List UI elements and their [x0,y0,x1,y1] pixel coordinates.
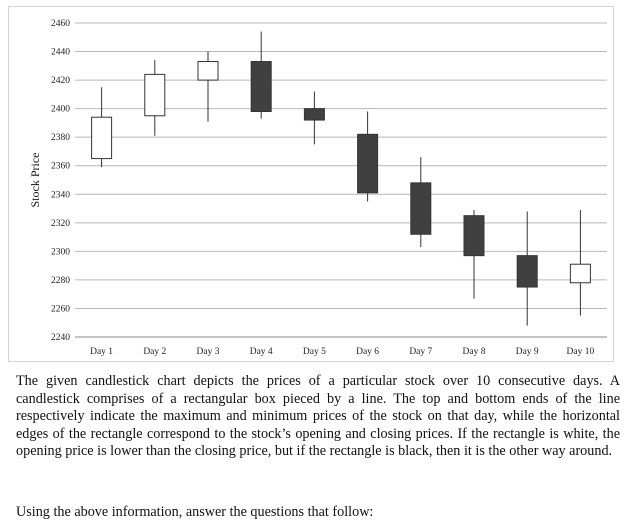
x-tick-label: Day 9 [516,347,539,357]
candlestick-chart: 2240 2260 2280 2300 2320 2340 2360 2380 2400 2420… [8,6,614,362]
y-tick-label: 2260 [51,304,70,314]
x-tick-label: Day 10 [567,347,595,357]
y-tick-label: 2440 [51,48,70,58]
y-tick-label: 2420 [51,76,70,86]
x-tick-label: Day 6 [356,347,379,357]
y-axis-label: Stock Price [28,153,42,208]
candle-body [463,215,485,257]
y-tick-label: 2380 [51,133,70,143]
x-tick-label: Day 3 [197,347,220,357]
y-tick-label: 2460 [51,19,70,29]
candle-body [410,182,432,235]
x-tick-label: Day 5 [303,347,326,357]
description-paragraph: The given candlestick chart depicts the … [16,373,620,460]
y-tick-label: 2300 [51,247,70,257]
x-tick-label: Day 1 [90,347,113,357]
candle-body [197,61,219,81]
y-tick-label: 2320 [51,219,70,229]
y-tick-label: 2240 [51,333,70,343]
x-tick-label: Day 2 [143,347,166,357]
instruction-paragraph: Using the above information, answer the … [16,504,374,520]
x-tick-label: Day 7 [409,347,432,357]
chart-canvas: 2240 2260 2280 2300 2320 2340 2360 2380 2400 2420… [28,19,607,357]
y-tick-label: 2280 [51,276,70,286]
y-tick-label: 2400 [51,105,70,115]
candle-body [144,73,166,117]
candle-body [569,263,591,284]
candle-body [516,255,538,288]
y-tick-label: 2360 [51,162,70,172]
candle-body [303,108,325,121]
x-tick-label: Day 4 [250,347,273,357]
candle-body [250,61,272,112]
y-tick-label: 2340 [51,190,70,200]
candle-body [357,133,379,194]
x-tick-label: Day 8 [463,347,486,357]
candle-body [91,116,113,160]
